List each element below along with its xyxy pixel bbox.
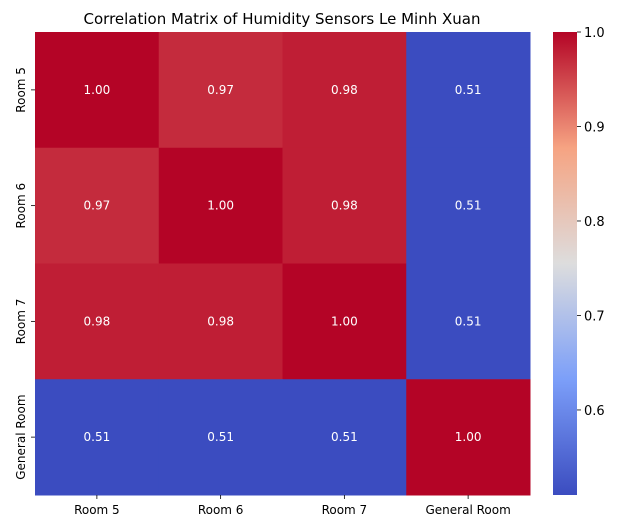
heatmap-cell-general-room-room-5	[35, 379, 160, 496]
cell-value-label: 1.00	[84, 83, 111, 97]
heatmap-cell-room-6-general-room	[406, 147, 531, 264]
cell-value-label: 0.98	[331, 199, 358, 213]
x-tick-label: Room 7	[322, 503, 368, 517]
heatmap-cell-general-room-room-7	[282, 379, 407, 496]
colorbar-gradient	[553, 32, 577, 495]
heatmap-cell-room-5-room-5	[35, 32, 160, 149]
heatmap-cell-room-6-room-6	[158, 147, 283, 264]
cell-value-label: 0.51	[331, 430, 358, 444]
heatmap-cell-labels: 1.00 0.97 0.98 0.51 0.97 1.00 0.98 0.51 0.98 0.98…	[84, 83, 482, 444]
cell-value-label: 0.51	[84, 430, 111, 444]
chart-title: Correlation Matrix of Humidity Sensors L…	[84, 10, 481, 28]
x-tick-label: Room 5	[74, 503, 120, 517]
cell-value-label: 0.51	[455, 199, 482, 213]
heatmap-cell-room-5-room-6	[158, 32, 283, 149]
cell-value-label: 0.98	[84, 314, 111, 328]
colorbar-tick-label: 1.0	[584, 26, 605, 41]
colorbar: 0.6 0.7 0.8 0.9 1.0	[553, 26, 605, 495]
cell-value-label: 1.00	[207, 199, 234, 213]
heatmap-cell-general-room-general-room	[406, 379, 531, 496]
y-tick-label: Room 6	[14, 183, 28, 229]
cell-value-label: 1.00	[455, 430, 482, 444]
heatmap-cell-room-7-general-room	[406, 263, 531, 380]
cell-value-label: 0.97	[84, 199, 111, 213]
cell-value-label: 1.00	[331, 314, 358, 328]
heatmap-cell-room-7-room-6	[158, 263, 283, 380]
heatmap-cells	[35, 32, 531, 496]
cell-value-label: 0.51	[455, 314, 482, 328]
x-tick-label: Room 6	[198, 503, 244, 517]
heatmap-cell-room-5-general-room	[406, 32, 531, 149]
heatmap-cell-room-7-room-7	[282, 263, 407, 380]
cell-value-label: 0.98	[207, 314, 234, 328]
cell-value-label: 0.98	[331, 83, 358, 97]
heatmap-cell-room-6-room-7	[282, 147, 407, 264]
y-tick-label: Room 5	[14, 67, 28, 113]
heatmap-cell-room-5-room-7	[282, 32, 407, 149]
colorbar-tick-label: 0.7	[584, 309, 605, 324]
colorbar-tick-label: 0.9	[584, 120, 605, 135]
x-tick-label: General Room	[425, 503, 510, 517]
cell-value-label: 0.51	[455, 83, 482, 97]
y-tick-label: General Room	[14, 394, 28, 479]
heatmap-cell-room-6-room-5	[35, 147, 160, 264]
y-tick-label: Room 7	[14, 299, 28, 345]
heatmap-cell-room-7-room-5	[35, 263, 160, 380]
x-axis: Room 5 Room 6 Room 7 General Room	[74, 495, 511, 517]
heatmap-cell-general-room-room-6	[158, 379, 283, 496]
y-axis: Room 5 Room 6 Room 7 General Room	[14, 67, 35, 480]
cell-value-label: 0.97	[207, 83, 234, 97]
cell-value-label: 0.51	[207, 430, 234, 444]
colorbar-tick-label: 0.6	[584, 404, 605, 419]
colorbar-tick-label: 0.8	[584, 215, 605, 230]
